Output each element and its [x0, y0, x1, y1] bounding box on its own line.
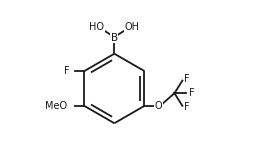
Text: MeO: MeO — [45, 101, 67, 111]
Text: B: B — [111, 33, 118, 43]
Text: F: F — [184, 74, 189, 84]
Text: F: F — [184, 102, 189, 112]
Text: F: F — [189, 88, 194, 98]
Text: OH: OH — [124, 22, 139, 32]
Text: O: O — [155, 101, 163, 111]
Text: HO: HO — [89, 22, 104, 32]
Text: F: F — [65, 66, 70, 76]
